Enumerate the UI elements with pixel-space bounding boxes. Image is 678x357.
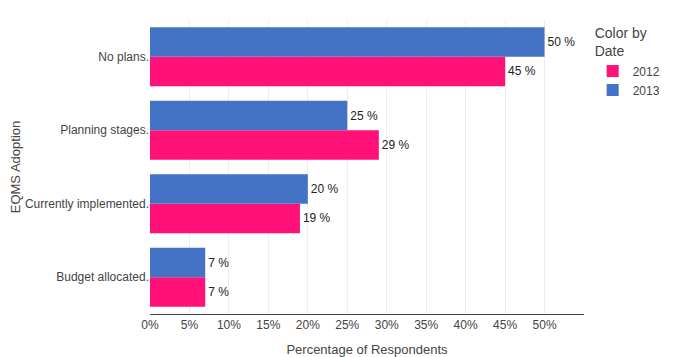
svg-text:0%: 0% bbox=[141, 318, 159, 332]
svg-text:45%: 45% bbox=[493, 318, 517, 332]
svg-text:40%: 40% bbox=[454, 318, 478, 332]
svg-text:20%: 20% bbox=[296, 318, 320, 332]
svg-text:2013: 2013 bbox=[633, 84, 660, 98]
svg-text:35%: 35% bbox=[414, 318, 438, 332]
svg-text:Currently implemented.: Currently implemented. bbox=[25, 197, 149, 211]
svg-text:No plans.: No plans. bbox=[98, 50, 149, 64]
svg-text:7 %: 7 % bbox=[208, 256, 229, 270]
svg-text:10%: 10% bbox=[217, 318, 241, 332]
svg-text:2012: 2012 bbox=[633, 65, 660, 79]
svg-text:50%: 50% bbox=[533, 318, 557, 332]
svg-text:19 %: 19 % bbox=[303, 211, 331, 225]
svg-text:Color byDate: Color byDate bbox=[595, 25, 647, 59]
svg-text:Budget allocated.: Budget allocated. bbox=[56, 270, 149, 284]
svg-text:EQMS Adoption: EQMS Adoption bbox=[8, 121, 23, 214]
svg-text:Percentage of Respondents: Percentage of Respondents bbox=[286, 342, 448, 357]
svg-text:25%: 25% bbox=[335, 318, 359, 332]
svg-text:25 %: 25 % bbox=[350, 109, 378, 123]
svg-text:Planning stages.: Planning stages. bbox=[60, 123, 149, 137]
svg-text:7 %: 7 % bbox=[208, 285, 229, 299]
svg-text:45 %: 45 % bbox=[508, 64, 536, 78]
svg-text:5%: 5% bbox=[181, 318, 199, 332]
svg-text:15%: 15% bbox=[256, 318, 280, 332]
svg-text:30%: 30% bbox=[375, 318, 399, 332]
svg-text:29 %: 29 % bbox=[382, 138, 410, 152]
svg-text:50 %: 50 % bbox=[548, 35, 576, 49]
svg-text:20 %: 20 % bbox=[311, 182, 339, 196]
